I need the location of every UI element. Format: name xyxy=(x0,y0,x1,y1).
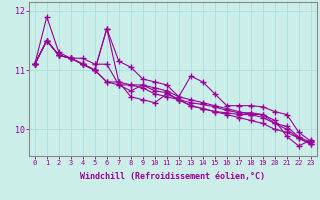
X-axis label: Windchill (Refroidissement éolien,°C): Windchill (Refroidissement éolien,°C) xyxy=(80,172,265,181)
